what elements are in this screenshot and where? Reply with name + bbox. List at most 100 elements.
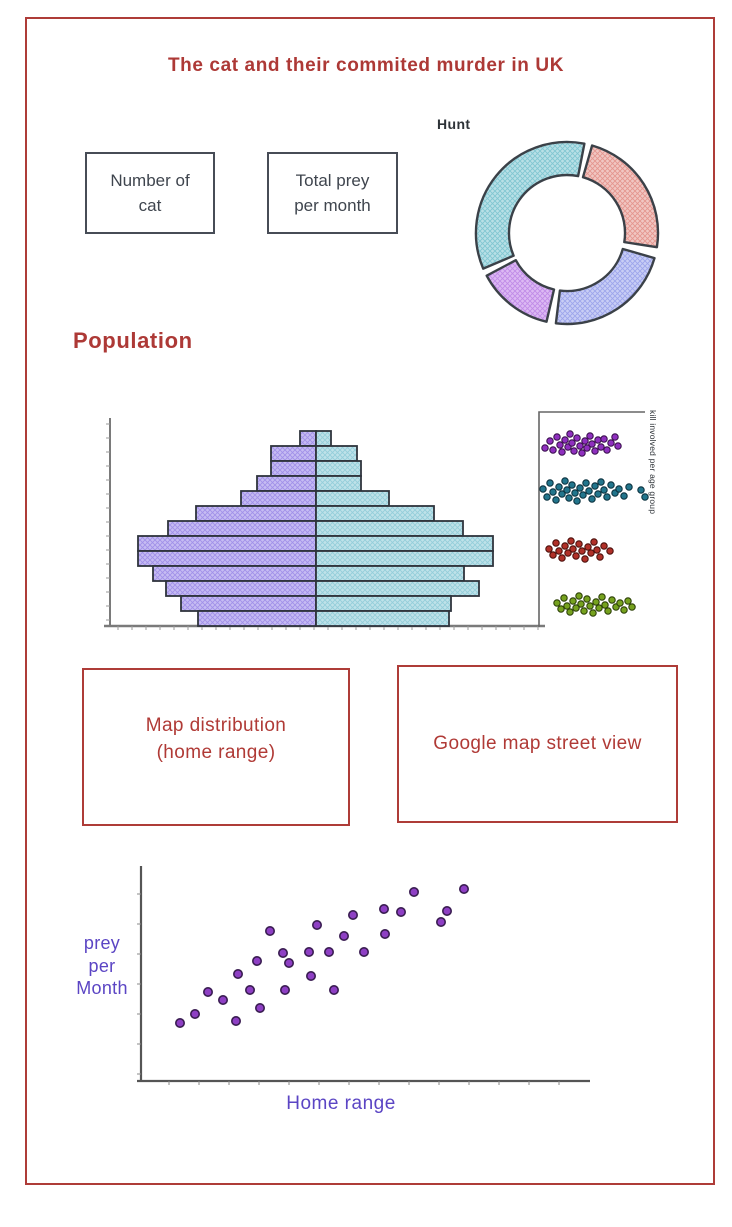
strip-dot-red <box>596 553 604 561</box>
pyramid-bar-left-4 <box>240 490 317 507</box>
map-distribution-box: Map distribution (home range) <box>82 668 350 826</box>
strip-dot-purple <box>566 430 574 438</box>
scatter-dot <box>284 958 295 969</box>
strip-dot-purple <box>600 435 608 443</box>
strip-dot-green <box>620 606 628 614</box>
pyramid-bar-right-6 <box>315 520 464 537</box>
strip-dot-green <box>563 602 571 610</box>
strip-dot-green <box>580 607 588 615</box>
pyramid-bar-right-5 <box>315 505 435 522</box>
hunt-donut-chart <box>474 140 660 326</box>
scatter-dot <box>304 947 315 958</box>
pyramid-bar-right-4 <box>315 490 390 507</box>
prey-home-scatter-chart <box>137 866 590 1085</box>
strip-dot-teal <box>552 496 560 504</box>
strip-dot-purple <box>556 441 564 449</box>
donut-segment-teal <box>474 140 586 270</box>
pyramid-bar-right-3 <box>315 475 362 492</box>
scatter-dot <box>329 985 340 996</box>
pyramid-bar-right-12 <box>315 610 450 627</box>
map-distribution-line2: (home range) <box>156 742 276 763</box>
pyramid-bar-right-2 <box>315 460 362 477</box>
strip-dot-purple <box>603 446 611 454</box>
pyramid-bar-right-9 <box>315 565 465 582</box>
strip-dot-red <box>545 545 553 553</box>
strip-dot-green <box>572 604 580 612</box>
strip-dot-green <box>624 597 632 605</box>
strip-dot-teal <box>539 485 547 493</box>
scatter-dot <box>265 926 276 937</box>
strip-dot-teal <box>543 493 551 501</box>
strip-dot-teal <box>546 479 554 487</box>
strip-dot-teal <box>603 493 611 501</box>
strip-dot-green <box>604 607 612 615</box>
scatter-dot <box>359 947 370 958</box>
strip-dot-red <box>572 552 580 560</box>
pyramid-bar-left-6 <box>167 520 317 537</box>
strip-dot-green <box>592 598 600 606</box>
strip-dot-red <box>549 551 557 559</box>
pyramid-bar-left-1 <box>270 445 317 462</box>
strip-dot-teal <box>641 493 649 501</box>
pyramid-bar-right-0 <box>315 430 332 447</box>
page-title: The cat and their commited murder in UK <box>167 55 565 76</box>
donut-segment-red <box>581 144 660 249</box>
pyramid-bar-left-5 <box>195 505 317 522</box>
strip-dot-red <box>587 549 595 557</box>
strip-dot-purple <box>570 447 578 455</box>
scatter-dot <box>252 956 263 967</box>
strip-dot-red <box>569 545 577 553</box>
strip-dot-red <box>564 549 572 557</box>
strip-dot-red <box>561 542 569 550</box>
street-view-box: Google map street view <box>397 665 678 823</box>
card-total-prey: Total prey per month <box>267 152 398 234</box>
strip-dot-purple <box>546 437 554 445</box>
strip-dot-teal <box>582 479 590 487</box>
scatter-dot <box>189 1009 200 1020</box>
strip-cluster-teal <box>539 477 649 505</box>
strip-dot-red <box>590 538 598 546</box>
scatter-xlabel: Home range <box>286 1093 396 1114</box>
strip-dot-red <box>581 555 589 563</box>
strip-dot-purple <box>583 444 591 452</box>
scatter-dot <box>435 916 446 927</box>
strip-dot-teal <box>563 486 571 494</box>
scatter-dot <box>441 905 452 916</box>
scatter-dot <box>339 931 350 942</box>
strip-dot-purple <box>558 448 566 456</box>
scatter-dot <box>280 985 291 996</box>
strip-dot-green <box>595 604 603 612</box>
donut-segment-blue <box>554 247 656 326</box>
strip-dot-red <box>555 547 563 555</box>
strip-dot-green <box>628 603 636 611</box>
scatter-points <box>174 883 469 1029</box>
strip-dot-teal <box>588 495 596 503</box>
strip-cluster-red <box>545 537 614 563</box>
scatter-dot <box>278 948 289 959</box>
strip-axis-frame <box>538 411 645 627</box>
scatter-dot <box>306 971 317 982</box>
strip-dot-teal <box>571 489 579 497</box>
strip-dot-purple <box>576 442 584 450</box>
kill-strip-chart <box>538 411 649 627</box>
scatter-dot <box>233 969 244 980</box>
card-number-of-cat-label: Number of cat <box>110 170 190 216</box>
scatter-dot <box>458 883 469 894</box>
pyramid-bar-right-8 <box>315 550 494 567</box>
card-number-of-cat: Number of cat <box>85 152 215 234</box>
strip-cluster-purple <box>541 430 622 457</box>
strip-dot-red <box>578 547 586 555</box>
scatter-dot <box>255 1003 266 1014</box>
strip-dot-teal <box>558 490 566 498</box>
scatter-dot <box>203 987 214 998</box>
pyramid-bar-left-12 <box>197 610 317 627</box>
strip-dot-teal <box>607 481 615 489</box>
strip-dot-purple <box>541 444 549 452</box>
strip-dot-teal <box>555 483 563 491</box>
scatter-dot <box>218 995 229 1006</box>
strip-dot-purple <box>553 433 561 441</box>
scatter-dot <box>395 906 406 917</box>
strip-dot-teal <box>561 477 569 485</box>
pyramid-bar-left-9 <box>152 565 317 582</box>
strip-dot-teal <box>615 485 623 493</box>
